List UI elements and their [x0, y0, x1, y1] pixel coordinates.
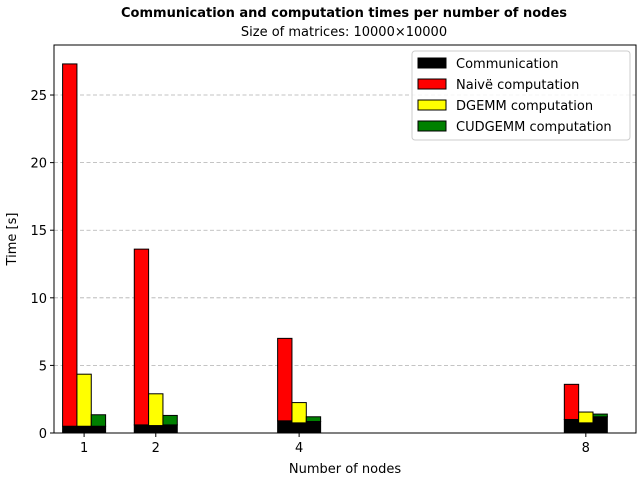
- computation-bar: [578, 411, 594, 424]
- communication-bar: [133, 424, 150, 434]
- y-tick-label: 15: [30, 224, 47, 239]
- y-tick-label: 5: [39, 359, 47, 374]
- computation-bar: [291, 402, 307, 424]
- communication-bar: [277, 420, 293, 434]
- y-axis-label: Time [s]: [5, 213, 20, 267]
- legend-label: Naivë computation: [456, 78, 579, 93]
- computation-bar: [563, 383, 580, 420]
- communication-bar: [563, 418, 580, 434]
- legend-label: Communication: [456, 57, 558, 72]
- legend: Communication Naivë computation DGEMM comp…: [411, 50, 631, 141]
- computation-bar: [76, 373, 92, 427]
- computation-bar: [162, 414, 178, 426]
- x-tick-label: 2: [152, 441, 160, 456]
- legend-swatch: [417, 57, 447, 69]
- legend-box: [411, 50, 631, 141]
- communication-bar: [90, 425, 107, 434]
- communication-bar: [148, 425, 164, 434]
- y-tick-label: 20: [30, 157, 47, 172]
- computation-bar: [305, 416, 322, 423]
- communication-bar: [162, 424, 178, 434]
- communication-bar: [578, 422, 594, 434]
- legend-swatch: [417, 78, 447, 90]
- computation-bar: [90, 414, 107, 427]
- y-tick-label: 0: [39, 427, 47, 442]
- x-axis-label: Number of nodes: [289, 462, 401, 477]
- legend-swatch: [417, 120, 447, 132]
- computation-bar: [62, 63, 78, 427]
- communication-bar: [305, 421, 322, 434]
- legend-label: CUDGEMM computation: [456, 120, 612, 135]
- y-axis-ticks: 0 5 10 15 20 25: [30, 89, 54, 442]
- y-tick-label: 10: [30, 292, 47, 307]
- x-axis-ticks: 1 2 4 8: [80, 433, 590, 456]
- chart-subtitle: Size of matrices: 10000×10000: [241, 25, 447, 40]
- x-tick-label: 4: [295, 441, 303, 456]
- legend-swatch: [417, 99, 447, 111]
- x-tick-label: 8: [582, 441, 590, 456]
- communication-bar: [291, 422, 307, 434]
- communication-bar: [62, 425, 78, 434]
- bars: [62, 63, 608, 434]
- chart-title: Communication and computation times per …: [121, 6, 567, 21]
- communication-bar: [76, 425, 92, 434]
- computation-bar: [277, 337, 293, 422]
- computation-bar: [148, 393, 164, 427]
- computation-bar: [592, 413, 608, 418]
- communication-bar: [592, 416, 608, 434]
- y-tick-label: 25: [30, 89, 47, 104]
- x-tick-label: 1: [80, 441, 88, 456]
- plot-frame: [53, 44, 637, 434]
- legend-label: DGEMM computation: [456, 99, 593, 114]
- computation-bar: [133, 248, 150, 426]
